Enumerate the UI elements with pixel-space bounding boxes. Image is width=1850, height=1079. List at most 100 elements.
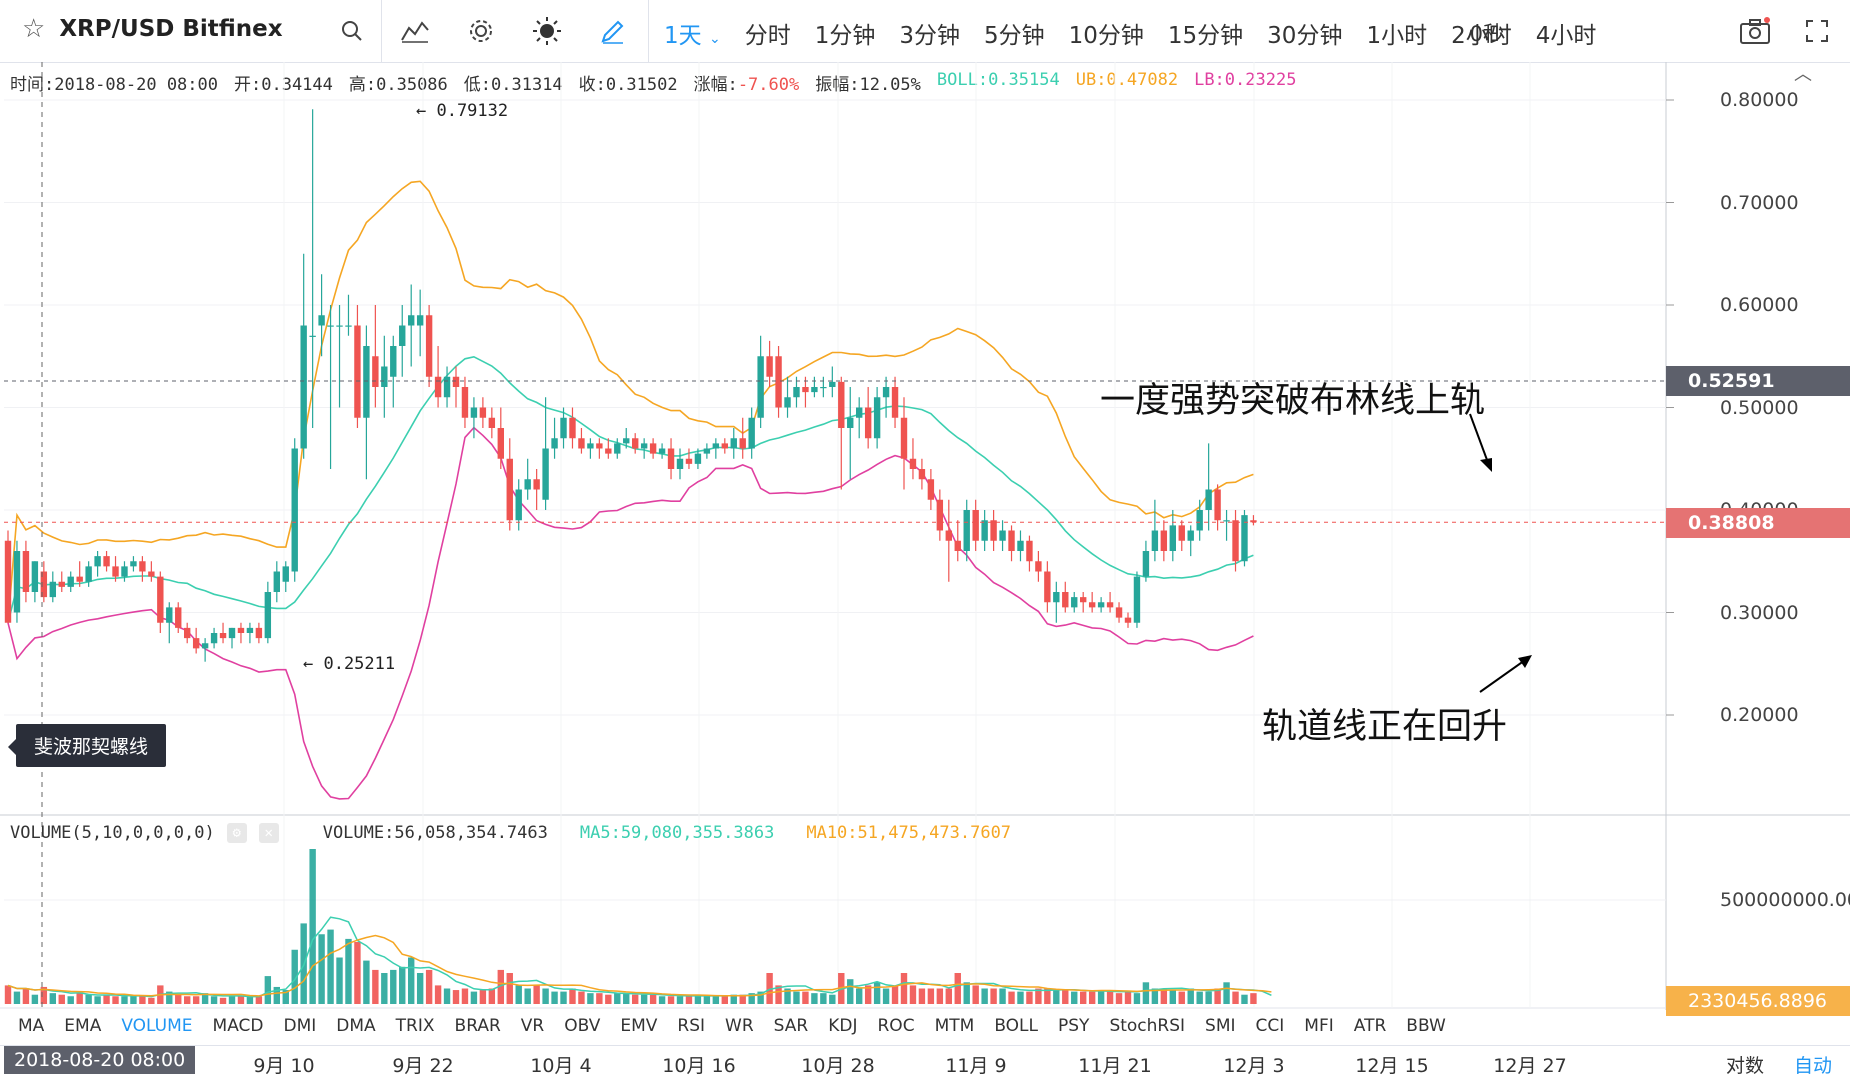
volume-bar xyxy=(345,938,352,1004)
arrowhead-upper xyxy=(1480,458,1492,472)
indicator-tab-dma[interactable]: DMA xyxy=(336,1016,376,1036)
indicator-tabs: MA EMA VOLUME MACD DMI DMA TRIX BRAR VR OBV EMV RSI… xyxy=(18,1016,1446,1036)
boll-upper-line xyxy=(7,180,1254,623)
volume-bar xyxy=(981,988,988,1004)
candle-body xyxy=(22,551,30,592)
candle-body xyxy=(730,438,737,449)
fib-spiral-tool-tag[interactable]: 斐波那契螺线 xyxy=(7,724,167,767)
volume-bar xyxy=(990,988,997,1004)
candle-body xyxy=(1241,515,1248,562)
candle-body xyxy=(31,561,39,592)
search-icon[interactable] xyxy=(335,14,369,48)
candle-body xyxy=(1071,597,1078,608)
candle-body xyxy=(1035,561,1042,572)
auto-scale-toggle[interactable]: 自动 xyxy=(1794,1055,1833,1077)
candle-body xyxy=(918,469,926,480)
volume-bar xyxy=(766,973,773,1004)
info-amplitude: 振幅:12.05% xyxy=(815,75,921,95)
indicator-tab-macd[interactable]: MACD xyxy=(212,1016,264,1036)
volume-ma10: MA10:51,475,473.7607 xyxy=(806,823,1012,843)
volume-bar xyxy=(578,991,585,1004)
candle-body xyxy=(605,448,612,454)
indicator-tab-psy[interactable]: PSY xyxy=(1058,1016,1090,1036)
indicator-tab-wr[interactable]: WR xyxy=(725,1016,754,1036)
candle-body xyxy=(1115,607,1123,618)
candle-body xyxy=(1187,530,1194,541)
gear-icon[interactable] xyxy=(464,14,498,48)
indicator-tab-vr[interactable]: VR xyxy=(520,1016,545,1036)
log-scale-toggle[interactable]: 对数 xyxy=(1726,1055,1765,1077)
volume-bar xyxy=(784,988,791,1004)
x-axis-label: 10月 16 xyxy=(662,1055,736,1077)
indicator-tab-sar[interactable]: SAR xyxy=(773,1016,809,1036)
interval-3m[interactable]: 3分钟 xyxy=(899,23,960,49)
candle-body xyxy=(210,633,218,644)
volume-bar xyxy=(1097,990,1105,1004)
candle-body xyxy=(784,397,791,408)
price-chart[interactable] xyxy=(0,0,1850,1010)
symbol-title[interactable]: ☆ XRP/USD Bitfinex xyxy=(22,14,283,44)
volume-bar xyxy=(963,982,970,1004)
candle-body xyxy=(703,448,711,454)
indicator-tab-stochrsi[interactable]: StochRSI xyxy=(1109,1016,1186,1036)
draw-pen-icon[interactable] xyxy=(596,14,630,48)
candle-body xyxy=(255,627,263,639)
candle-body xyxy=(838,381,845,428)
indicator-tab-brar[interactable]: BRAR xyxy=(454,1016,501,1036)
info-ub: UB:0.47082 xyxy=(1075,70,1179,90)
indicator-tab-ema[interactable]: EMA xyxy=(64,1016,102,1036)
volume-bar xyxy=(1250,993,1257,1004)
volume-bar xyxy=(1115,993,1123,1004)
indicator-tab-kdj[interactable]: KDJ xyxy=(828,1016,858,1036)
indicator-tab-boll[interactable]: BOLL xyxy=(994,1016,1038,1036)
indicator-tab-trix[interactable]: TRIX xyxy=(395,1016,435,1036)
interval-10m[interactable]: 10分钟 xyxy=(1068,23,1144,49)
candle-body xyxy=(936,499,944,531)
candle-body xyxy=(67,576,74,587)
indicator-settings-icon[interactable]: ⚙ xyxy=(226,823,247,843)
candle-body xyxy=(1124,617,1132,623)
interval-1m[interactable]: 1分钟 xyxy=(814,23,876,49)
interval-4h[interactable]: 4小时 xyxy=(1535,23,1597,49)
volume-bar xyxy=(1160,988,1168,1004)
indicator-tab-bbw[interactable]: BBW xyxy=(1406,1016,1446,1036)
collapse-chevron-icon[interactable]: ︿ xyxy=(1794,64,1812,85)
candle-body xyxy=(237,627,245,633)
candle-body xyxy=(847,417,854,428)
volume-bar xyxy=(1151,988,1159,1004)
volume-bar xyxy=(1053,990,1060,1004)
candle-body xyxy=(1205,489,1212,510)
camera-icon[interactable] xyxy=(1738,14,1772,48)
fullscreen-icon[interactable] xyxy=(1800,14,1834,48)
theme-sun-icon[interactable] xyxy=(530,14,564,48)
volume-bar xyxy=(1071,991,1078,1004)
indicator-tab-obv[interactable]: OBV xyxy=(564,1016,601,1036)
interval-tick[interactable]: 分时 xyxy=(744,23,791,49)
boll-mid-line xyxy=(7,355,1254,623)
interval-1h[interactable]: 1小时 xyxy=(1366,23,1428,49)
volume-bar xyxy=(1080,991,1087,1004)
indicator-icon[interactable] xyxy=(398,14,432,48)
indicator-tab-rsi[interactable]: RSI xyxy=(677,1016,706,1036)
indicator-tab-mtm[interactable]: MTM xyxy=(934,1016,975,1036)
indicator-tab-emv[interactable]: EMV xyxy=(620,1016,658,1036)
candle-body xyxy=(291,448,298,572)
volume-bar xyxy=(336,957,343,1004)
indicator-tab-atr[interactable]: ATR xyxy=(1353,1016,1387,1036)
indicator-close-icon[interactable]: ✕ xyxy=(258,823,279,843)
indicator-tab-smi[interactable]: SMI xyxy=(1205,1016,1236,1036)
indicator-tab-volume[interactable]: VOLUME xyxy=(121,1016,193,1036)
interval-1d[interactable]: 1天 ⌄ xyxy=(664,23,721,49)
indicator-tab-roc[interactable]: ROC xyxy=(877,1016,915,1036)
interval-5m[interactable]: 5分钟 xyxy=(983,23,1045,49)
candle-body xyxy=(94,556,101,567)
star-icon[interactable]: ☆ xyxy=(22,14,46,44)
interval-30m[interactable]: 30分钟 xyxy=(1267,23,1343,49)
interval-15m[interactable]: 15分钟 xyxy=(1167,23,1244,49)
indicator-tab-dmi[interactable]: DMI xyxy=(283,1016,317,1036)
symbol-label: XRP/USD Bitfinex xyxy=(59,16,283,42)
interval-2h[interactable]: 2小时 xyxy=(1451,23,1512,49)
indicator-tab-cci[interactable]: CCI xyxy=(1255,1016,1285,1036)
indicator-tab-mfi[interactable]: MFI xyxy=(1304,1016,1334,1036)
indicator-tab-ma[interactable]: MA xyxy=(18,1016,45,1036)
